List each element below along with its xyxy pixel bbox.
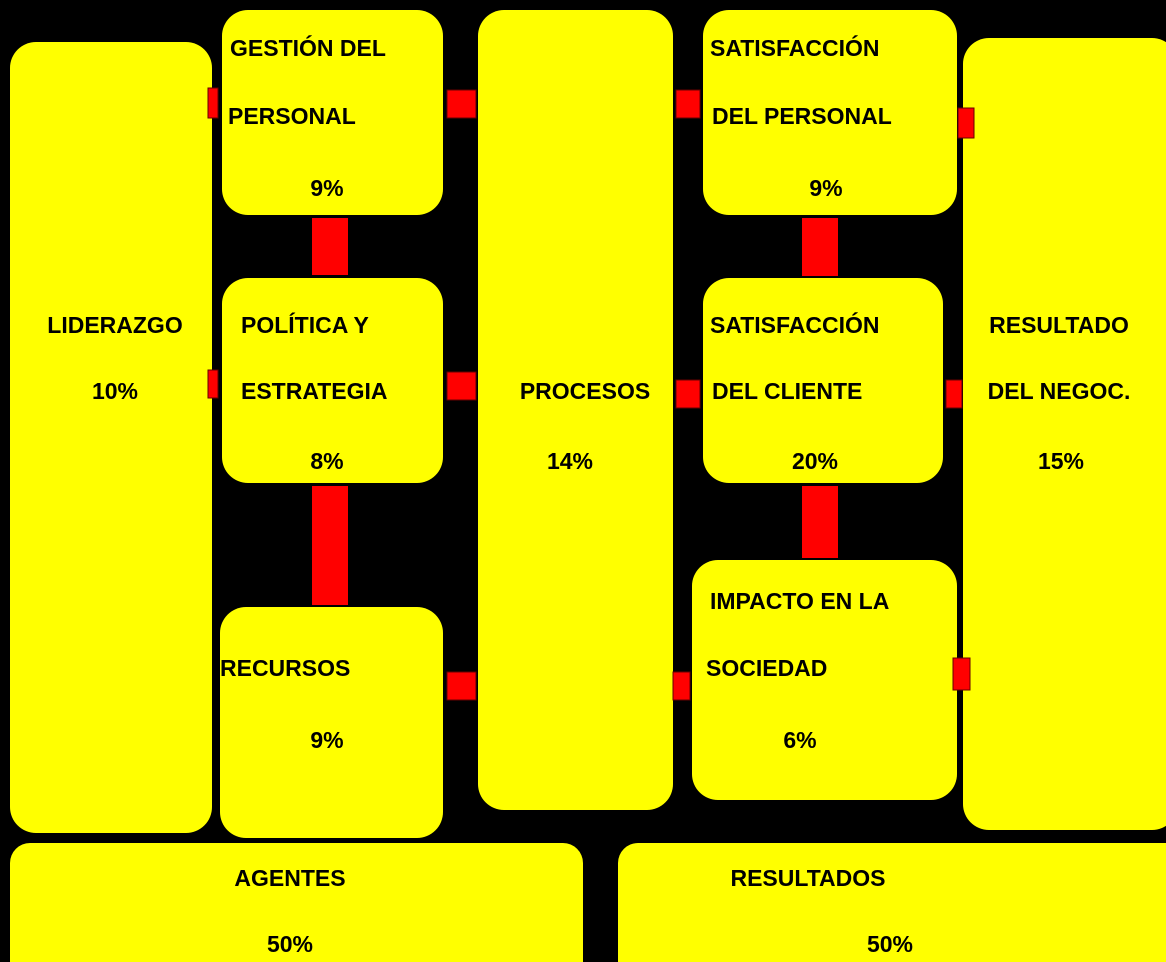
connector	[446, 371, 477, 401]
node-label: ESTRATEGIA	[241, 378, 388, 404]
box-agentes	[10, 843, 583, 962]
node-percent: 15%	[1038, 448, 1084, 474]
node-label: PERSONAL	[228, 103, 356, 129]
box-satisf-personal	[703, 10, 957, 215]
connector	[672, 671, 691, 701]
box-procesos	[478, 10, 673, 810]
connector-vertical	[312, 218, 348, 275]
connector	[675, 379, 701, 409]
node-percent: 6%	[783, 727, 816, 753]
node-label: PROCESOS	[520, 378, 650, 404]
box-resultados	[618, 843, 1166, 962]
connector	[945, 379, 963, 409]
node-label: AGENTES	[234, 865, 345, 891]
box-satisf-cliente	[703, 278, 943, 483]
node-label: LIDERAZGO	[47, 312, 182, 338]
node-percent: 8%	[310, 448, 343, 474]
connector	[446, 671, 477, 701]
node-percent: 20%	[792, 448, 838, 474]
connector	[952, 657, 971, 691]
node-percent: 9%	[809, 175, 842, 201]
node-label: SATISFACCIÓN	[710, 311, 880, 338]
node-label: RESULTADO	[989, 312, 1129, 338]
box-recursos	[220, 607, 443, 838]
box-impacto	[692, 560, 957, 800]
node-percent: 50%	[867, 931, 913, 957]
node-percent: 10%	[92, 378, 138, 404]
node-label: DEL CLIENTE	[712, 378, 862, 404]
node-label: RECURSOS	[220, 655, 350, 681]
node-label: IMPACTO EN LA	[710, 588, 889, 614]
connector	[446, 89, 477, 119]
node-percent: 14%	[547, 448, 593, 474]
node-label: DEL NEGOC.	[988, 378, 1131, 404]
connector	[957, 107, 975, 139]
box-liderazgo	[10, 42, 212, 833]
box-gestion	[222, 10, 443, 215]
box-politica	[222, 278, 443, 483]
node-label: RESULTADOS	[730, 865, 885, 891]
connector	[207, 87, 219, 119]
node-label: GESTIÓN DEL	[230, 34, 386, 61]
connector	[675, 89, 701, 119]
connector-vertical	[802, 218, 838, 276]
node-label: DEL PERSONAL	[712, 103, 892, 129]
node-percent: 9%	[310, 175, 343, 201]
box-resultado-negoc	[963, 38, 1166, 830]
node-label: SOCIEDAD	[706, 655, 827, 681]
node-percent: 9%	[310, 727, 343, 753]
connector	[207, 369, 219, 399]
node-label: SATISFACCIÓN	[710, 34, 880, 61]
node-percent: 50%	[267, 931, 313, 957]
node-label: POLÍTICA Y	[241, 311, 369, 338]
connector-vertical	[312, 486, 348, 605]
connector-vertical	[802, 486, 838, 558]
